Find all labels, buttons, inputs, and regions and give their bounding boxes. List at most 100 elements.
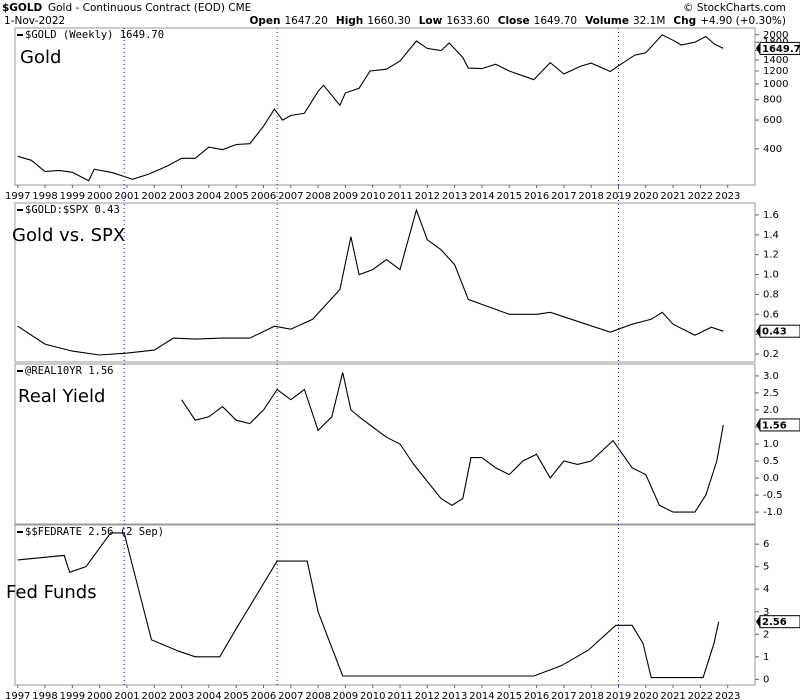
x-tick-label: 2021 [660,191,685,202]
stat-label: High [336,15,363,27]
x-tick-label: 2011 [387,191,412,202]
panel-frame [14,524,756,686]
x-tick-label: 2006 [251,191,276,202]
y-tick-label: 1.0 [763,270,779,281]
x-tick-label: 2023 [715,191,740,202]
x-tick-label: 2016 [524,191,549,202]
stat-value: 32.1M [633,15,665,27]
y-tick-label: 1.2 [763,250,779,261]
x-tick-label: 2011 [387,691,412,700]
x-tick-label: 2003 [169,191,194,202]
y-tick-label: 0.5 [763,456,779,467]
y-tick-label: 3.0 [763,371,779,382]
x-tick-label: 2013 [442,691,467,700]
x-tick-label: 2000 [87,691,112,700]
x-tick-label: 1999 [60,191,85,202]
panel-frame [14,27,756,186]
x-tick-label: 2009 [333,691,358,700]
value-box [759,41,800,55]
x-tick-label: 1999 [60,691,85,700]
series-line [181,372,724,513]
x-tick-label: 2006 [251,691,276,700]
stat-value: 1633.60 [446,15,489,27]
y-tick-label: -0.5 [763,490,783,501]
panel-frame [14,202,756,363]
x-tick-label: 2019 [606,691,631,700]
series-line [17,34,724,182]
value-pointer [756,615,760,628]
stat-label: Close [498,15,530,27]
x-tick-label: 2010 [360,191,385,202]
panel-title: Real Yield [18,386,105,407]
panel-title: Gold [20,47,61,68]
stat-label: Low [419,15,443,27]
stats: Open 1647.20 High 1660.30 Low 1633.60 Close 164… [249,15,786,27]
description: Gold - Continuous Contract (EOD) CME [48,2,251,14]
x-tick-label: 2003 [169,691,194,700]
value-label: 1649.70 [762,44,800,55]
x-tick-label: 2021 [660,691,685,700]
x-tick-label: 2004 [196,191,221,202]
x-tick-label: 2020 [633,691,658,700]
series-line [17,208,724,356]
x-tick-label: 2017 [551,691,576,700]
x-tick-label: 2005 [223,191,248,202]
stat-value: 1647.20 [284,15,327,27]
x-tick-label: 2014 [469,191,494,202]
value-box [759,418,800,432]
value-label: 0.43 [762,327,787,338]
x-tick-label: 2013 [442,191,467,202]
stat-label: Open [249,15,280,27]
y-tick-label: 2.5 [763,388,779,399]
x-tick-label: 2015 [497,691,522,700]
legend-label: $$FEDRATE 2.56 (2 Sep) [25,526,164,538]
y-tick-label: 0.0 [763,473,779,484]
y-tick-label: 3 [763,607,769,618]
x-tick-label: 2022 [688,191,713,202]
series-line [17,532,720,679]
panel-title: Gold vs. SPX [12,225,125,246]
x-tick-label: 1997 [5,691,30,700]
x-tick-label: 2008 [305,191,330,202]
x-tick-label: 2018 [578,691,603,700]
x-tick-label: 2020 [633,191,658,202]
x-tick-label: 1997 [5,191,30,202]
x-tick-label: 2007 [278,691,303,700]
value-pointer [756,418,760,431]
x-tick-label: 2017 [551,191,576,202]
x-tick-label: 2010 [360,691,385,700]
y-tick-label: 5 [763,562,769,573]
y-tick-label: 1400 [763,55,788,66]
y-tick-label: 1.6 [763,210,779,221]
y-tick-label: 800 [763,95,782,106]
value-pointer [756,42,760,55]
y-tick-label: 0.2 [763,349,779,360]
stat-value: 1649.70 [534,15,577,27]
date: 1-Nov-2022 [4,15,65,27]
y-tick-label: 0 [763,674,769,685]
x-tick-label: 2014 [469,691,494,700]
y-tick-label: 4 [763,584,769,595]
x-tick-label: 2001 [114,691,139,700]
y-tick-label: 1200 [763,66,788,77]
stat-value: +4.90 (+0.30%) [700,15,786,27]
x-tick-label: 2000 [87,191,112,202]
x-tick-label: 2012 [415,191,440,202]
y-tick-label: -1.0 [763,507,783,518]
stat-label: Volume [585,15,629,27]
x-tick-label: 2015 [497,191,522,202]
x-tick-label: 2007 [278,191,303,202]
y-tick-label: 2 [763,629,769,640]
y-tick-label: 1.4 [763,230,779,241]
panel-frame [14,363,756,525]
stat-label: Chg [673,15,696,27]
x-tick-label: 2001 [114,191,139,202]
y-tick-label: 2.0 [763,405,779,416]
legend-label: $GOLD (Weekly) 1649.70 [25,29,164,41]
x-tick-label: 2009 [333,191,358,202]
y-tick-label: 0.8 [763,289,779,300]
value-label: 2.56 [762,617,787,628]
y-tick-label: 2000 [763,30,788,41]
x-tick-label: 2002 [142,191,167,202]
